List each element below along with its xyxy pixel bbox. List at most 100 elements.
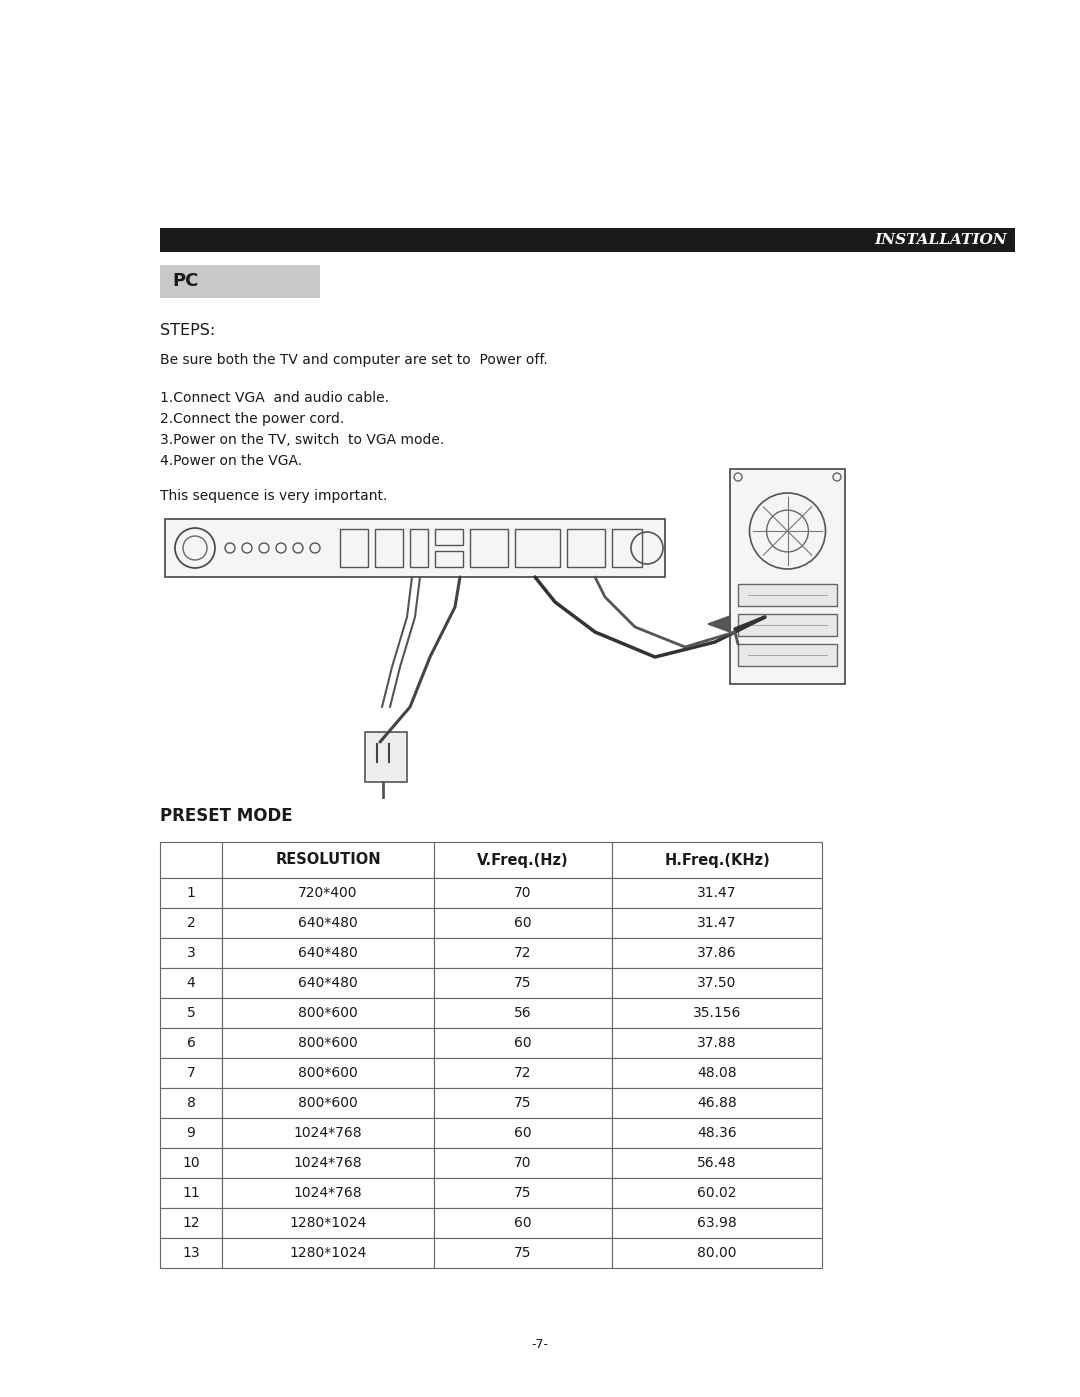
- Bar: [160, 1178, 222, 1208]
- Bar: [160, 1028, 222, 1058]
- Text: 60: 60: [514, 1037, 531, 1051]
- Bar: [160, 908, 222, 937]
- Bar: [222, 1208, 434, 1238]
- Text: 46.88: 46.88: [697, 1097, 737, 1111]
- Bar: [434, 1118, 612, 1148]
- Bar: [160, 1088, 222, 1118]
- Bar: [730, 469, 845, 685]
- Text: 10: 10: [183, 1155, 200, 1171]
- Bar: [738, 615, 837, 636]
- Text: 12: 12: [183, 1215, 200, 1229]
- Text: 56: 56: [514, 1006, 531, 1020]
- Text: V.Freq.(Hz): V.Freq.(Hz): [477, 852, 569, 868]
- Bar: [434, 1238, 612, 1268]
- Bar: [612, 877, 822, 908]
- Bar: [434, 1088, 612, 1118]
- Text: 1024*768: 1024*768: [294, 1155, 362, 1171]
- Bar: [738, 584, 837, 606]
- Text: 48.08: 48.08: [698, 1066, 737, 1080]
- Text: INSTALLATION: INSTALLATION: [874, 233, 1007, 247]
- Text: 75: 75: [514, 1246, 531, 1260]
- Text: 2.Connect the power cord.: 2.Connect the power cord.: [160, 412, 345, 426]
- Text: PC: PC: [172, 272, 199, 291]
- Bar: [222, 842, 434, 877]
- Text: 75: 75: [514, 977, 531, 990]
- Text: RESOLUTION: RESOLUTION: [275, 852, 381, 868]
- Text: 640*480: 640*480: [298, 977, 357, 990]
- Text: 1024*768: 1024*768: [294, 1186, 362, 1200]
- Text: 6: 6: [187, 1037, 195, 1051]
- Bar: [434, 877, 612, 908]
- Bar: [160, 997, 222, 1028]
- Text: 720*400: 720*400: [298, 886, 357, 900]
- Text: 1024*768: 1024*768: [294, 1126, 362, 1140]
- Bar: [160, 877, 222, 908]
- Bar: [434, 997, 612, 1028]
- Bar: [222, 877, 434, 908]
- Bar: [612, 1088, 822, 1118]
- Bar: [434, 968, 612, 997]
- Bar: [160, 842, 222, 877]
- Bar: [434, 937, 612, 968]
- Text: 37.86: 37.86: [698, 946, 737, 960]
- Bar: [612, 1178, 822, 1208]
- Bar: [434, 1058, 612, 1088]
- Bar: [435, 550, 463, 567]
- Text: 3: 3: [187, 946, 195, 960]
- Text: 1.Connect VGA  and audio cable.: 1.Connect VGA and audio cable.: [160, 391, 389, 405]
- Text: 75: 75: [514, 1097, 531, 1111]
- Bar: [160, 1118, 222, 1148]
- Text: 56.48: 56.48: [698, 1155, 737, 1171]
- Bar: [612, 529, 642, 567]
- Text: 1280*1024: 1280*1024: [289, 1215, 367, 1229]
- Text: 48.36: 48.36: [698, 1126, 737, 1140]
- Text: 640*480: 640*480: [298, 916, 357, 930]
- Bar: [160, 937, 222, 968]
- Bar: [612, 937, 822, 968]
- Text: 4: 4: [187, 977, 195, 990]
- Bar: [222, 937, 434, 968]
- Bar: [160, 265, 320, 298]
- Text: 1280*1024: 1280*1024: [289, 1246, 367, 1260]
- Text: STEPS:: STEPS:: [160, 323, 215, 338]
- Bar: [160, 228, 1015, 251]
- Text: 800*600: 800*600: [298, 1037, 357, 1051]
- Text: 7: 7: [187, 1066, 195, 1080]
- Bar: [160, 1208, 222, 1238]
- Bar: [434, 1028, 612, 1058]
- Text: 800*600: 800*600: [298, 1006, 357, 1020]
- Bar: [375, 529, 403, 567]
- Text: 31.47: 31.47: [698, 916, 737, 930]
- Bar: [612, 1148, 822, 1178]
- Text: 8: 8: [187, 1097, 195, 1111]
- Bar: [612, 1118, 822, 1148]
- Text: 5: 5: [187, 1006, 195, 1020]
- Bar: [470, 529, 508, 567]
- Polygon shape: [708, 616, 730, 631]
- Text: 60: 60: [514, 1215, 531, 1229]
- Bar: [222, 1238, 434, 1268]
- Bar: [222, 997, 434, 1028]
- Text: 80.00: 80.00: [698, 1246, 737, 1260]
- Text: 4.Power on the VGA.: 4.Power on the VGA.: [160, 454, 302, 468]
- Bar: [612, 842, 822, 877]
- Bar: [612, 968, 822, 997]
- Text: 70: 70: [514, 886, 531, 900]
- Bar: [612, 908, 822, 937]
- Bar: [222, 1178, 434, 1208]
- Text: 800*600: 800*600: [298, 1066, 357, 1080]
- Bar: [567, 529, 605, 567]
- Bar: [160, 968, 222, 997]
- Text: Be sure both the TV and computer are set to  Power off.: Be sure both the TV and computer are set…: [160, 353, 548, 367]
- Bar: [612, 1238, 822, 1268]
- Bar: [222, 1028, 434, 1058]
- Bar: [222, 1148, 434, 1178]
- Bar: [738, 644, 837, 666]
- Text: 35.156: 35.156: [692, 1006, 741, 1020]
- Text: 31.47: 31.47: [698, 886, 737, 900]
- Bar: [434, 1178, 612, 1208]
- Text: PRESET MODE: PRESET MODE: [160, 807, 293, 826]
- Bar: [222, 1058, 434, 1088]
- Text: 2: 2: [187, 916, 195, 930]
- Bar: [160, 1058, 222, 1088]
